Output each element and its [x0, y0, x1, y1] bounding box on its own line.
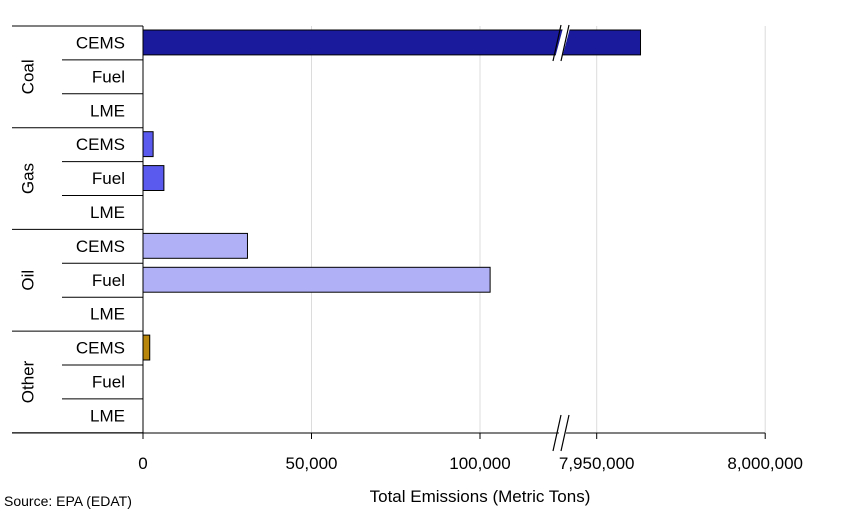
bar-oil-fuel: [142, 266, 491, 293]
bar-other-cems: [142, 334, 151, 361]
bar-label: Fuel: [92, 271, 125, 290]
bar-label: LME: [90, 406, 125, 425]
bar-label: CEMS: [76, 339, 125, 358]
x-axis-label: Total Emissions (Metric Tons): [370, 487, 591, 506]
bar-label: Fuel: [92, 169, 125, 188]
bar-label: Fuel: [92, 372, 125, 391]
bar-label: CEMS: [76, 33, 125, 52]
axis-break-mark: [552, 414, 571, 452]
break-slash: [552, 414, 562, 452]
break-slash: [560, 24, 570, 62]
category-labels: Coal CEMS Fuel LME Gas CEMS Fuel LME Oil CEMS Fuel…: [19, 33, 126, 425]
bar-label: CEMS: [76, 237, 125, 256]
source-note: Source: EPA (EDAT): [4, 493, 132, 509]
bar-oil-cems: [142, 232, 248, 259]
group-label-other: Other: [19, 360, 38, 403]
x-tick-label: 100,000: [449, 454, 510, 473]
axes: [12, 25, 766, 439]
x-tick-label: 7,950,000: [559, 454, 635, 473]
break-slash: [552, 24, 562, 62]
bars: [142, 29, 642, 361]
bar-label: LME: [90, 101, 125, 120]
bar-label: LME: [90, 203, 125, 222]
gridlines: [311, 26, 766, 433]
x-tick-label: 50,000: [286, 454, 338, 473]
x-tick-labels: 0 50,000 100,000 7,950,000 8,000,000: [138, 454, 803, 473]
bar-label: CEMS: [76, 135, 125, 154]
bar-label: Fuel: [92, 67, 125, 86]
axis-break-marks: [552, 24, 571, 452]
group-label-gas: Gas: [19, 163, 38, 194]
bar-label: LME: [90, 305, 125, 324]
x-tick-label: 0: [138, 454, 147, 473]
group-label-coal: Coal: [19, 59, 38, 94]
bar-gas-cems: [142, 131, 154, 158]
bar-break-mark: [552, 24, 571, 62]
bar-gas-fuel: [142, 165, 165, 192]
break-slash: [560, 414, 570, 452]
group-label-oil: Oil: [19, 270, 38, 291]
x-tick-label: 8,000,000: [727, 454, 803, 473]
